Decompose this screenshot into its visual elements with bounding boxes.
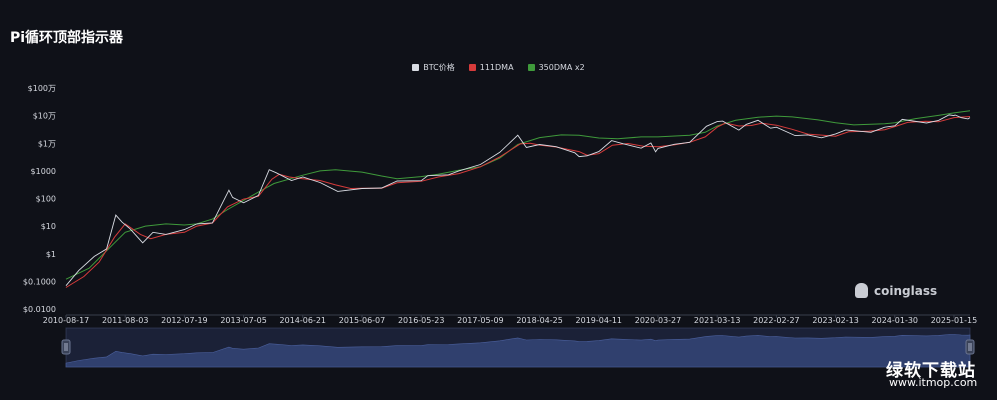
range-navigator[interactable] <box>61 327 975 368</box>
x-tick-label: 2021-03-13 <box>694 316 741 325</box>
page-title: Pi循环顶部指示器 <box>10 30 124 46</box>
legend-swatch <box>527 64 535 71</box>
x-tick-label: 2020-03-27 <box>635 316 682 325</box>
grip-icon[interactable] <box>965 339 975 355</box>
y-tick-label: $10 <box>41 222 56 231</box>
legend-swatch <box>468 64 476 71</box>
legend-item-2[interactable]: 350DMA x2 <box>527 62 585 73</box>
x-tick-label: 2012-07-19 <box>161 316 208 325</box>
y-tick-label: $0.1000 <box>23 277 56 286</box>
plot-area <box>65 110 971 288</box>
coinglass-brand: coinglass <box>874 283 938 298</box>
series-line-0 <box>65 114 971 286</box>
x-tick-label: 2023-02-13 <box>812 316 859 325</box>
site-url: www.itmop.com <box>889 376 978 389</box>
y-tick-label: $1万 <box>38 139 56 148</box>
y-tick-label: $10万 <box>33 112 56 121</box>
x-tick-label: 2022-02-27 <box>753 316 800 325</box>
navigator-selection[interactable] <box>66 328 970 367</box>
y-tick-label: $1 <box>46 250 56 259</box>
legend-item-1[interactable]: 111DMA <box>468 62 514 73</box>
series-line-1 <box>65 116 971 288</box>
coinglass-watermark: coinglass <box>855 283 937 298</box>
navigator-handle-left[interactable] <box>61 339 71 355</box>
x-tick-label: 2025-01-15 <box>931 316 978 325</box>
x-tick-label: 2015-06-07 <box>339 316 386 325</box>
x-tick-label: 2011-08-03 <box>102 316 149 325</box>
x-tick-label: 2017-05-09 <box>457 316 504 325</box>
y-tick-label: $0.0100 <box>23 305 56 314</box>
x-tick-label: 2013-07-05 <box>220 316 267 325</box>
x-tick-label: 2016-05-23 <box>398 316 445 325</box>
chart-legend: BTC价格 111DMA 350DMA x2 <box>0 62 997 73</box>
y-tick-label: $1000 <box>31 167 56 176</box>
y-tick-label: $100 <box>36 195 56 204</box>
grip-icon[interactable] <box>61 339 71 355</box>
x-tick-label: 2014-06-21 <box>280 316 327 325</box>
x-tick-label: 2024-01-30 <box>872 316 919 325</box>
legend-label: 111DMA <box>479 63 514 72</box>
legend-label: BTC价格 <box>423 63 455 72</box>
legend-label: 350DMA x2 <box>538 63 585 72</box>
legend-swatch <box>412 64 420 71</box>
legend-item-0[interactable]: BTC价格 <box>412 62 455 73</box>
x-axis: 2010-08-17 2011-08-03 2012-07-19 2013-07-05… <box>43 314 978 325</box>
x-tick-label: 2010-08-17 <box>43 316 90 325</box>
coinglass-logo-icon <box>855 283 868 298</box>
navigator-handle-right[interactable] <box>965 339 975 355</box>
y-axis: $0.0100 $0.1000 $1 $10 $100 $1000 $1万 $10万 $100万 <box>23 84 56 314</box>
navigator-series <box>65 334 971 368</box>
x-tick-label: 2018-04-25 <box>516 316 563 325</box>
y-tick-label: $100万 <box>28 84 56 93</box>
x-tick-label: 2019-04-11 <box>576 316 623 325</box>
site-logo: 绿软下载站 <box>886 361 976 381</box>
